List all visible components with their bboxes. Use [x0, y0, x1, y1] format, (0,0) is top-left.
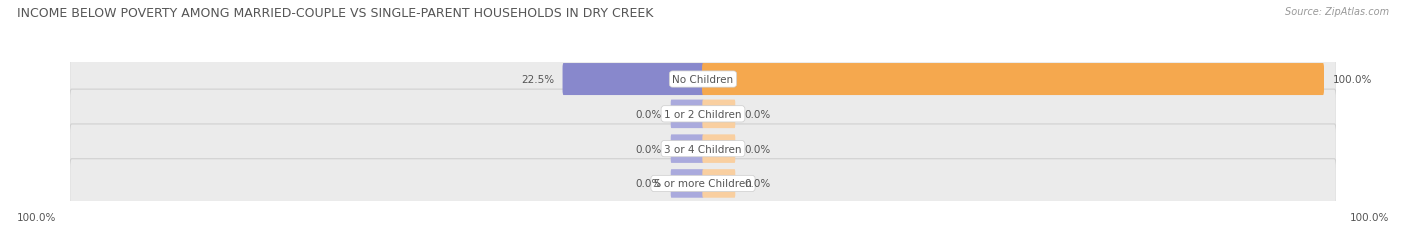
FancyBboxPatch shape: [70, 90, 1336, 139]
Text: 0.0%: 0.0%: [744, 109, 770, 119]
FancyBboxPatch shape: [702, 64, 1324, 96]
FancyBboxPatch shape: [703, 100, 735, 128]
Text: 0.0%: 0.0%: [636, 109, 662, 119]
FancyBboxPatch shape: [70, 159, 1336, 208]
Text: 0.0%: 0.0%: [636, 144, 662, 154]
Text: 0.0%: 0.0%: [744, 179, 770, 189]
Text: 100.0%: 100.0%: [17, 212, 56, 222]
Text: 5 or more Children: 5 or more Children: [654, 179, 752, 189]
FancyBboxPatch shape: [703, 170, 735, 198]
Text: 100.0%: 100.0%: [1333, 75, 1372, 85]
Text: No Children: No Children: [672, 75, 734, 85]
FancyBboxPatch shape: [671, 100, 703, 128]
Text: 1 or 2 Children: 1 or 2 Children: [664, 109, 742, 119]
FancyBboxPatch shape: [70, 55, 1336, 104]
Text: 0.0%: 0.0%: [744, 144, 770, 154]
FancyBboxPatch shape: [671, 135, 703, 163]
FancyBboxPatch shape: [671, 170, 703, 198]
FancyBboxPatch shape: [703, 135, 735, 163]
Text: 0.0%: 0.0%: [636, 179, 662, 189]
Text: Source: ZipAtlas.com: Source: ZipAtlas.com: [1285, 7, 1389, 17]
Text: 3 or 4 Children: 3 or 4 Children: [664, 144, 742, 154]
Text: INCOME BELOW POVERTY AMONG MARRIED-COUPLE VS SINGLE-PARENT HOUSEHOLDS IN DRY CRE: INCOME BELOW POVERTY AMONG MARRIED-COUPL…: [17, 7, 654, 20]
Text: 22.5%: 22.5%: [520, 75, 554, 85]
FancyBboxPatch shape: [70, 124, 1336, 174]
Text: 100.0%: 100.0%: [1350, 212, 1389, 222]
FancyBboxPatch shape: [562, 64, 704, 96]
